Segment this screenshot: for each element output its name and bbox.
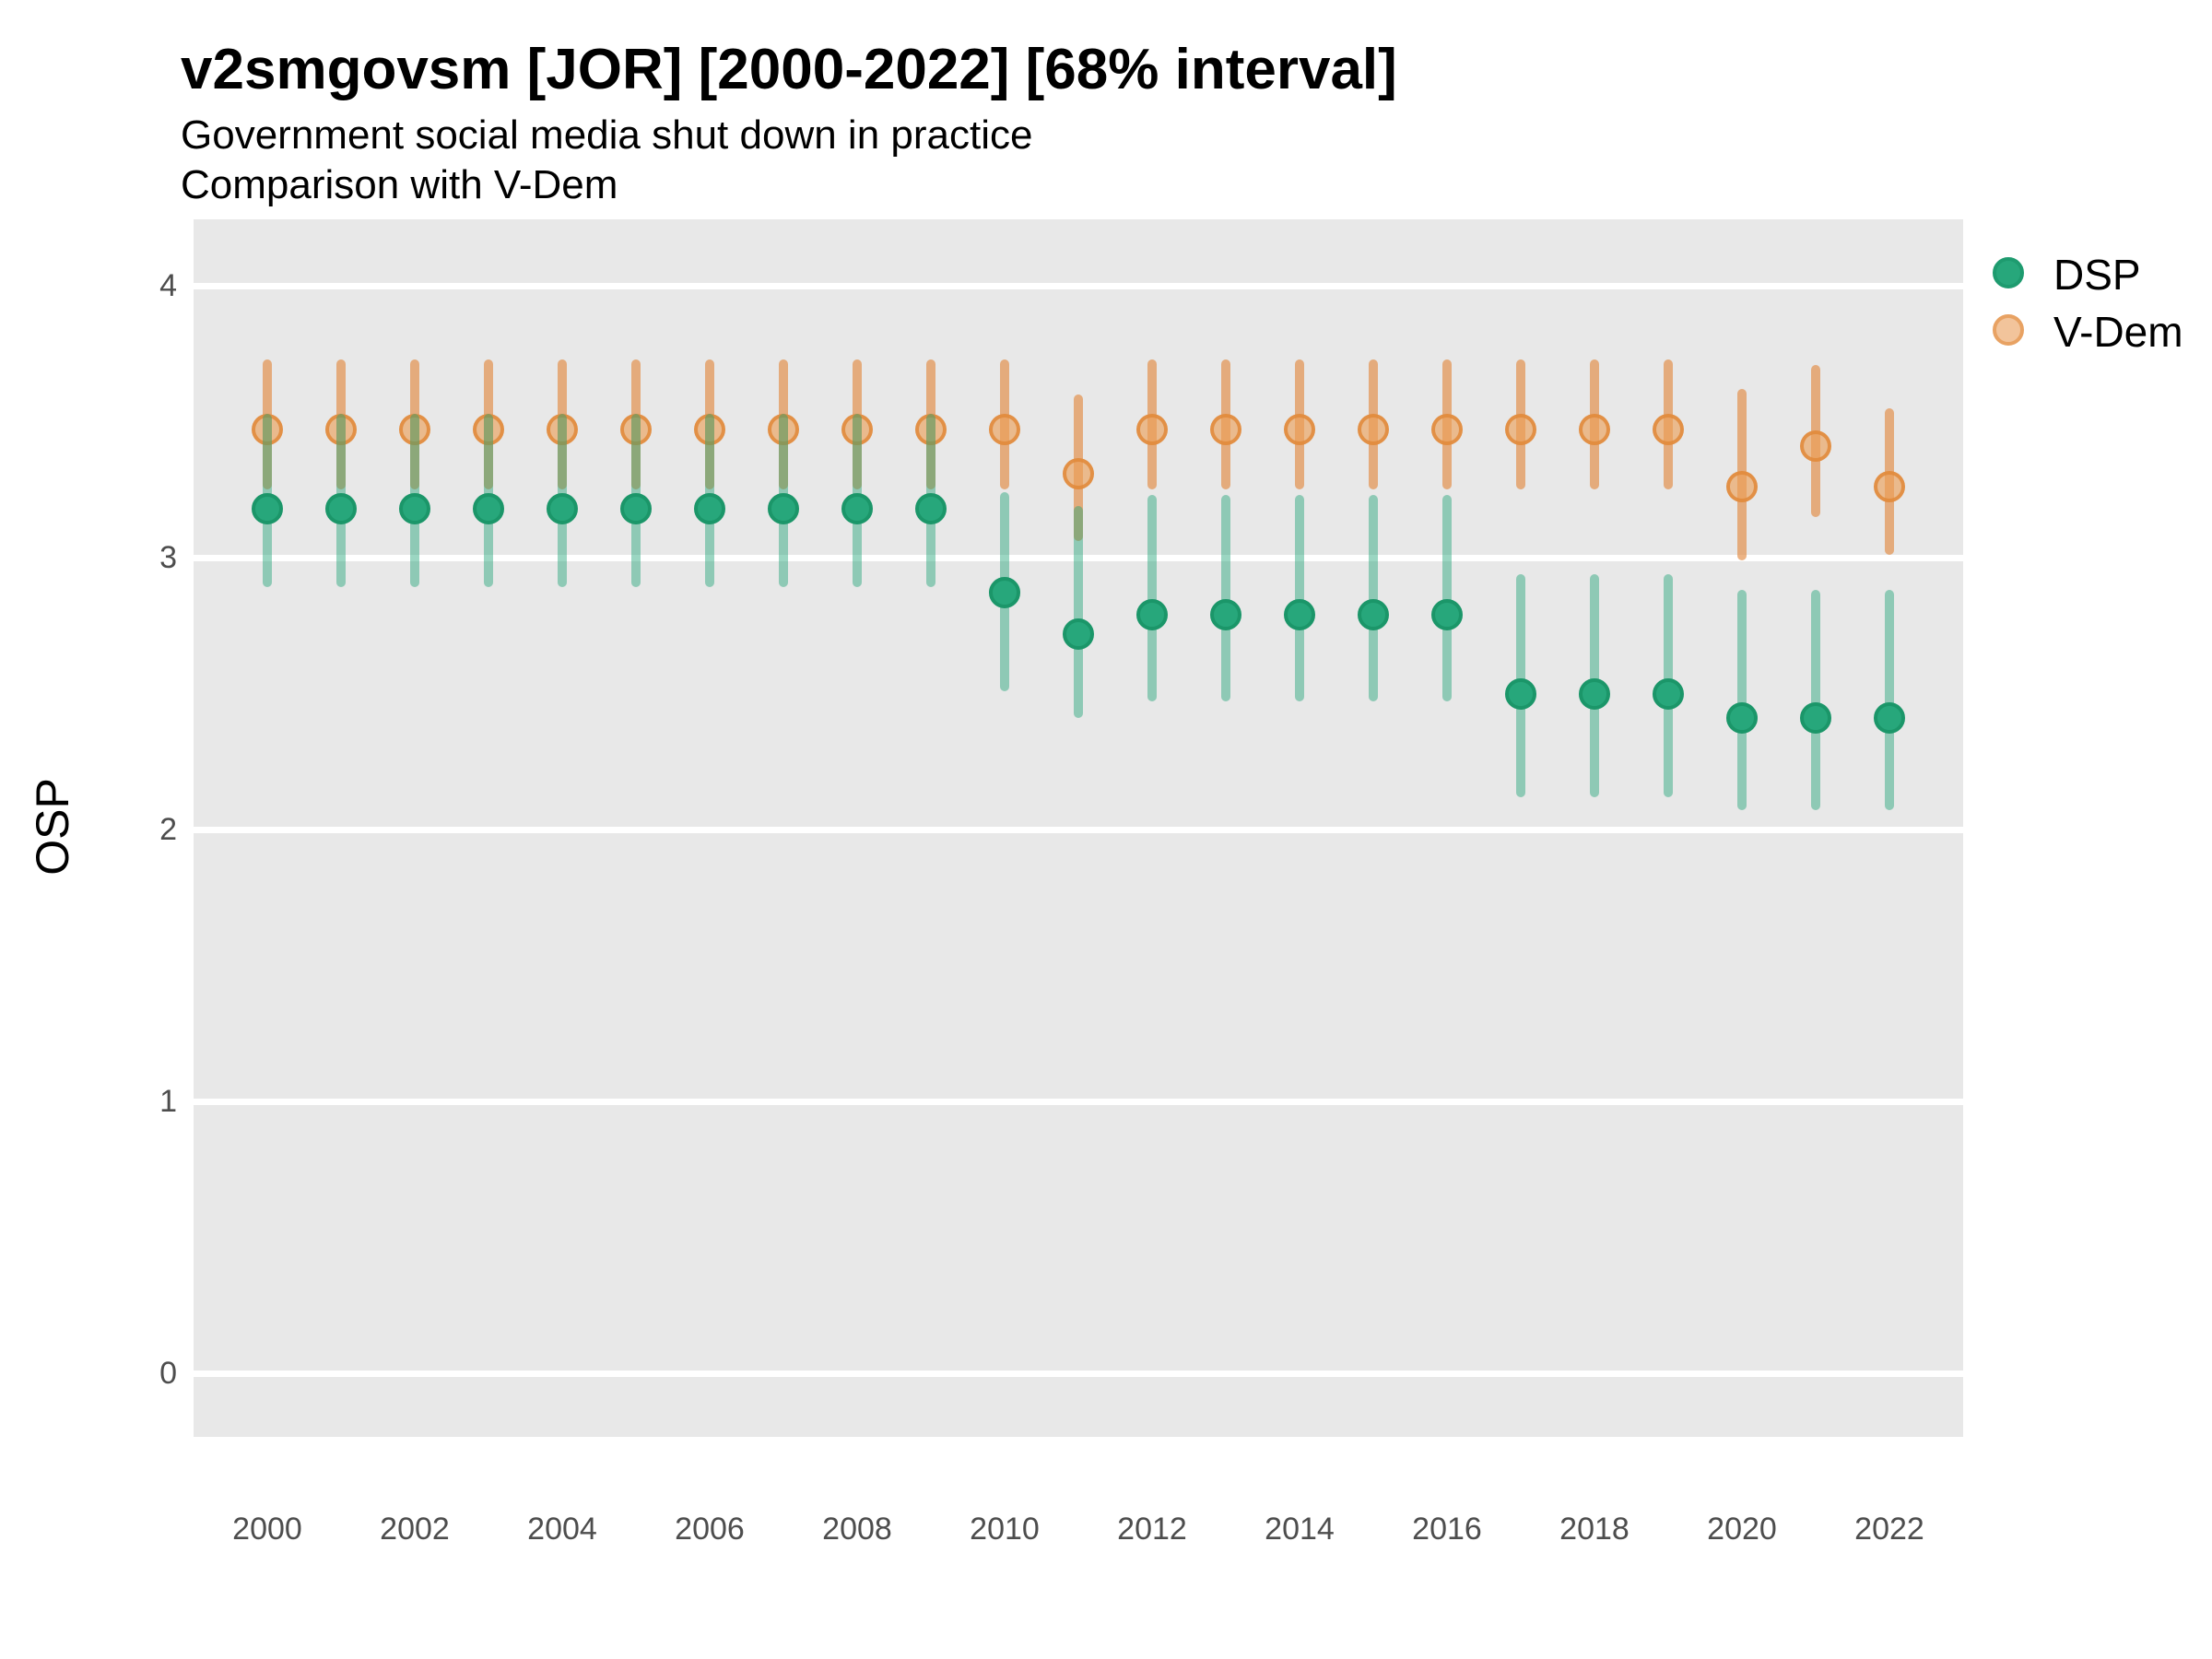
dsp-legend-marker-icon	[1993, 257, 2024, 288]
x-tick-label-2016: 2016	[1412, 1512, 1482, 1547]
vdem-point-2014	[1284, 414, 1315, 446]
gridline-y-2	[194, 826, 1963, 833]
x-tick-label-2012: 2012	[1117, 1512, 1187, 1547]
x-tick-label-2014: 2014	[1265, 1512, 1335, 1547]
dsp-point-2007	[768, 492, 799, 524]
vdem-point-2010	[989, 414, 1020, 446]
vdem-point-2022	[1874, 471, 1905, 503]
dsp-point-2002	[399, 492, 430, 524]
legend-label-vdem: V-Dem	[2053, 308, 2183, 356]
dsp-point-2019	[1653, 677, 1684, 710]
x-tick-label-2010: 2010	[970, 1512, 1040, 1547]
vdem-point-2003	[473, 414, 504, 446]
vdem-point-2002	[399, 414, 430, 446]
dsp-point-2016	[1431, 598, 1463, 630]
dsp-point-2017	[1505, 677, 1536, 710]
vdem-point-2007	[768, 414, 799, 446]
dsp-point-2022	[1874, 702, 1905, 735]
vdem-point-2021	[1800, 430, 1831, 463]
dsp-point-2005	[620, 492, 652, 524]
vdem-point-2005	[620, 414, 652, 446]
x-tick-label-2006: 2006	[675, 1512, 745, 1547]
vdem-point-2000	[252, 414, 283, 446]
dsp-interval-bar-2021	[1811, 590, 1820, 811]
chart-subtitle: Government social media shut down in pra…	[181, 112, 1033, 158]
vdem-point-2019	[1653, 414, 1684, 446]
x-tick-label-2022: 2022	[1854, 1512, 1924, 1547]
dsp-point-2006	[694, 492, 725, 524]
dsp-interval-bar-2011	[1074, 505, 1083, 719]
x-tick-label-2020: 2020	[1707, 1512, 1777, 1547]
dsp-interval-bar-2020	[1737, 590, 1747, 811]
vdem-point-2011	[1063, 457, 1094, 489]
dsp-point-2018	[1579, 677, 1610, 710]
gridline-y-1	[194, 1098, 1963, 1105]
dsp-point-2011	[1063, 618, 1094, 650]
dsp-point-2003	[473, 492, 504, 524]
dsp-point-2004	[547, 492, 578, 524]
vdem-point-2020	[1726, 471, 1758, 503]
dsp-point-2000	[252, 492, 283, 524]
x-tick-label-2008: 2008	[822, 1512, 892, 1547]
y-tick-label-3: 3	[159, 540, 177, 575]
dsp-interval-bar-2013	[1221, 495, 1230, 702]
x-tick-label-2018: 2018	[1559, 1512, 1630, 1547]
gridline-y-4	[194, 282, 1963, 289]
vdem-point-2018	[1579, 414, 1610, 446]
vdem-point-2012	[1136, 414, 1168, 446]
dsp-interval-bar-2015	[1369, 495, 1378, 702]
vdem-point-2009	[915, 414, 947, 446]
chart-title: v2smgovsm [JOR] [2000-2022] [68% interva…	[181, 38, 1397, 101]
y-tick-label-1: 1	[159, 1084, 177, 1119]
dsp-point-2010	[989, 577, 1020, 609]
chart-subtitle-2: Comparison with V-Dem	[181, 162, 618, 207]
vdem-point-2017	[1505, 414, 1536, 446]
vdem-point-2004	[547, 414, 578, 446]
vdem-point-2016	[1431, 414, 1463, 446]
vdem-point-2015	[1358, 414, 1389, 446]
dsp-point-2014	[1284, 598, 1315, 630]
dsp-point-2008	[841, 492, 873, 524]
vdem-point-2008	[841, 414, 873, 446]
vdem-point-2013	[1210, 414, 1241, 446]
dsp-interval-bar-2022	[1885, 590, 1894, 811]
vdem-legend-marker-icon	[1993, 314, 2024, 346]
y-tick-label-4: 4	[159, 268, 177, 303]
x-tick-label-2002: 2002	[380, 1512, 450, 1547]
vdem-point-2006	[694, 414, 725, 446]
dsp-point-2015	[1358, 598, 1389, 630]
x-tick-label-2000: 2000	[232, 1512, 302, 1547]
y-tick-label-0: 0	[159, 1356, 177, 1391]
legend-label-dsp: DSP	[2053, 251, 2141, 299]
gridline-y-3	[194, 554, 1963, 561]
dsp-interval-bar-2012	[1147, 495, 1157, 702]
dsp-point-2001	[325, 492, 357, 524]
vdem-point-2001	[325, 414, 357, 446]
dsp-point-2009	[915, 492, 947, 524]
dsp-interval-bar-2014	[1295, 495, 1304, 702]
dsp-point-2012	[1136, 598, 1168, 630]
gridline-y-0	[194, 1370, 1963, 1377]
dsp-point-2013	[1210, 598, 1241, 630]
x-tick-label-2004: 2004	[527, 1512, 597, 1547]
dsp-point-2020	[1726, 702, 1758, 735]
dsp-interval-bar-2016	[1442, 495, 1452, 702]
plot-panel	[194, 219, 1963, 1437]
y-tick-label-2: 2	[159, 812, 177, 847]
dsp-point-2021	[1800, 702, 1831, 735]
